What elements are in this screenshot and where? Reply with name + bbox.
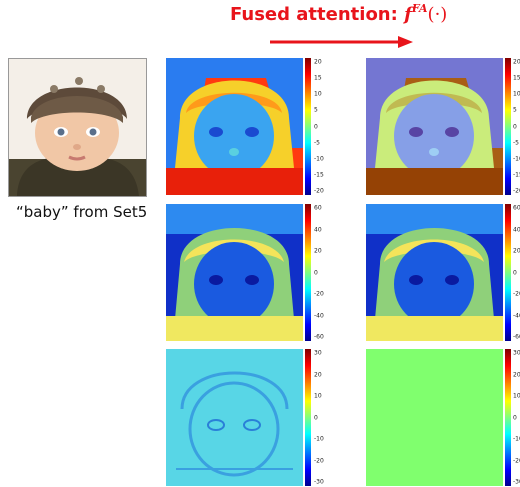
colorbar-row1-col2 — [505, 58, 511, 195]
colorbar-tick-label: -40 — [513, 312, 520, 319]
heatmap-image — [166, 58, 303, 195]
attention-map-row2-col1 — [166, 204, 303, 341]
title-prefix: Fused attention: — [230, 4, 405, 25]
colorbar-tick-label: 30 — [513, 349, 520, 357]
attention-map-row3-col2 — [366, 349, 503, 486]
colorbar-tick-label: -20 — [513, 187, 520, 195]
colorbar-tick-label: -10 — [314, 155, 324, 163]
heatmap-image — [166, 204, 303, 341]
title-function-symbol: f — [404, 4, 412, 25]
colorbar-tick-label: 20 — [513, 58, 520, 66]
colorbar-tick-label: 30 — [314, 349, 322, 357]
attention-map-row2-col2 — [366, 204, 503, 341]
colorbar-tick-label: 40 — [314, 226, 322, 233]
colorbar-tick-label: -5 — [513, 139, 519, 147]
colorbar-tick-label: 0 — [513, 269, 517, 276]
figure-title: Fused attention: fFA(·) — [230, 2, 448, 25]
colorbar-tick-label: 5 — [513, 106, 517, 114]
colorbar-ticks-row2-col1: 60 40 20 0 -20 -40 -60 — [314, 204, 334, 341]
colorbar-tick-label: 60 — [513, 204, 520, 212]
colorbar-row1-col1 — [305, 58, 311, 195]
colorbar-tick-label: 15 — [513, 74, 520, 82]
colorbar-row3-col1 — [305, 349, 311, 486]
colorbar-ticks-row3-col1: 30 20 10 0 -10 -20 -30 — [314, 349, 334, 486]
colorbar-ticks-row3-col2: 30 20 10 0 -10 -20 -30 — [513, 349, 520, 486]
colorbar-tick-label: 15 — [314, 74, 322, 82]
colorbar-tick-label: -10 — [513, 435, 520, 443]
colorbar-tick-label: -60 — [314, 333, 324, 341]
colorbar-tick-label: 20 — [314, 58, 322, 66]
colorbar-tick-label: 20 — [314, 371, 322, 378]
colorbar-tick-label: -20 — [314, 187, 324, 195]
colorbar-tick-label: 10 — [513, 392, 520, 400]
colorbar-tick-label: 20 — [314, 247, 322, 255]
colorbar-tick-label: 10 — [314, 90, 322, 98]
attention-map-row1-col1 — [166, 58, 303, 195]
photo-caption: “baby” from Set5 — [16, 203, 148, 221]
colorbar-tick-label: -5 — [314, 139, 320, 147]
colorbar-tick-label: 5 — [314, 106, 318, 114]
colorbar-tick-label: -60 — [513, 333, 520, 341]
fusion-arrow-icon — [270, 36, 413, 48]
colorbar-tick-label: 0 — [513, 123, 517, 130]
colorbar-tick-label: 60 — [314, 204, 322, 212]
colorbar-tick-label: 10 — [314, 392, 322, 400]
colorbar-ticks-row1-col1: 20 15 10 5 0 -5 -10 -15 -20 — [314, 58, 334, 195]
colorbar-tick-label: 0 — [513, 414, 517, 421]
title-argument: (·) — [427, 4, 448, 25]
baby-photo-illustration — [9, 59, 146, 196]
colorbar-tick-label: -20 — [314, 457, 324, 464]
colorbar-tick-label: 20 — [513, 247, 520, 255]
colorbar-tick-label: -15 — [314, 171, 324, 179]
colorbar-tick-label: -15 — [513, 171, 520, 179]
colorbar-row2-col2 — [505, 204, 511, 341]
colorbar-tick-label: -10 — [513, 155, 520, 163]
heatmap-image — [166, 349, 303, 486]
colorbar-ticks-row1-col2: 20 15 10 5 0 -5 -10 -15 -20 — [513, 58, 520, 195]
colorbar-tick-label: -40 — [314, 312, 324, 319]
colorbar-tick-label: 40 — [513, 226, 520, 233]
colorbar-tick-label: -20 — [314, 290, 324, 298]
title-superscript: FA — [411, 2, 428, 15]
colorbar-tick-label: -20 — [513, 457, 520, 464]
colorbar-tick-label: -30 — [513, 478, 520, 486]
colorbar-row3-col2 — [505, 349, 511, 486]
colorbar-tick-label: -20 — [513, 290, 520, 298]
colorbar-row2-col1 — [305, 204, 311, 341]
colorbar-tick-label: 0 — [314, 123, 318, 130]
colorbar-tick-label: -10 — [314, 435, 324, 443]
attention-map-row1-col2 — [366, 58, 503, 195]
colorbar-ticks-row2-col2: 60 40 20 0 -20 -40 -60 — [513, 204, 520, 341]
colorbar-tick-label: 20 — [513, 371, 520, 378]
colorbar-tick-label: 0 — [314, 414, 318, 421]
heatmap-image — [366, 204, 503, 341]
colorbar-tick-label: 10 — [513, 90, 520, 98]
attention-map-row3-col1 — [166, 349, 303, 486]
colorbar-tick-label: -30 — [314, 478, 324, 486]
heatmap-image — [366, 58, 503, 195]
colorbar-tick-label: 0 — [314, 269, 318, 276]
input-photo — [8, 58, 147, 197]
